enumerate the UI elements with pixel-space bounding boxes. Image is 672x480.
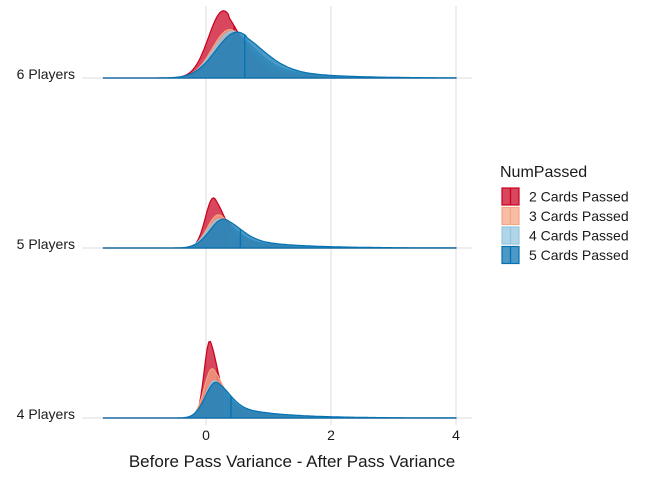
x-axis-title: Before Pass Variance - After Pass Varian…	[129, 452, 455, 471]
x-tick-label: 0	[202, 427, 210, 443]
x-tick-labels: 0 2 4	[202, 427, 460, 443]
group-labels: 4 Players 5 Players 6 Players	[17, 66, 75, 422]
group-label: 4 Players	[17, 406, 75, 422]
density-ridge	[102, 197, 456, 249]
legend-label: 4 Cards Passed	[529, 228, 629, 244]
density-ridge	[102, 214, 456, 249]
legend: NumPassed 2 Cards Passed 3 Cards Passed 4 …	[500, 164, 629, 265]
density-ridge	[102, 379, 456, 419]
density-ridge	[102, 368, 456, 419]
density-ridge	[102, 340, 456, 419]
density-ridge	[102, 31, 457, 79]
x-tick-label: 4	[452, 427, 460, 443]
legend-label: 3 Cards Passed	[529, 208, 629, 224]
legend-label: 5 Cards Passed	[529, 247, 629, 263]
x-tick-label: 2	[327, 427, 335, 443]
density-ridge	[102, 381, 457, 419]
legend-items: 2 Cards Passed 3 Cards Passed 4 Cards Pass…	[501, 187, 629, 265]
legend-title: NumPassed	[500, 164, 587, 181]
group-label: 5 Players	[17, 236, 75, 252]
legend-label: 2 Cards Passed	[529, 189, 629, 205]
density-ridge	[102, 218, 457, 249]
group-label: 6 Players	[17, 66, 75, 82]
density-ridges	[102, 10, 457, 419]
